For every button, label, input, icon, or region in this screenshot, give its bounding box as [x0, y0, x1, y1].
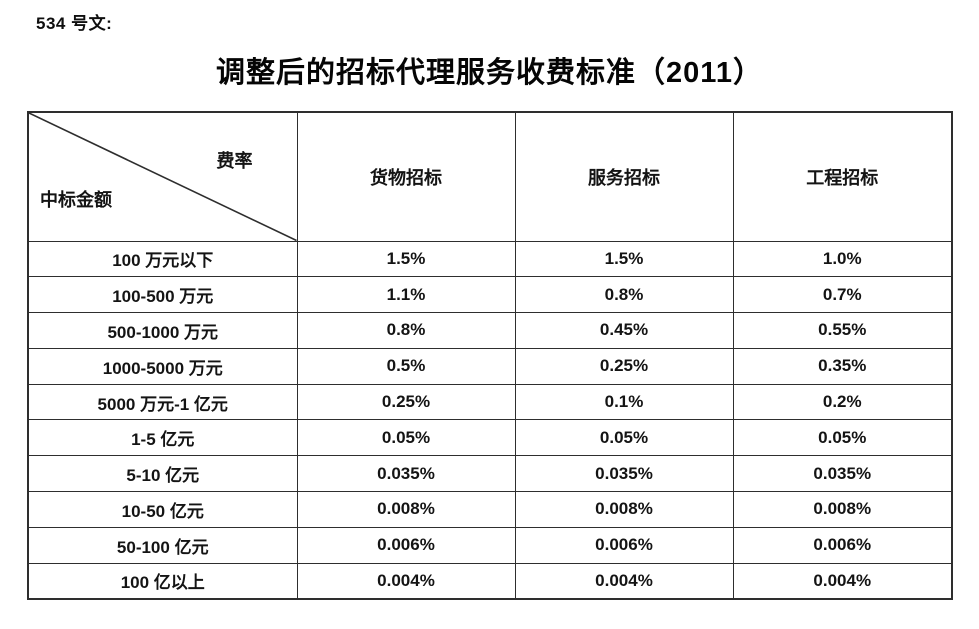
rate-value: 0.006% [514, 526, 734, 564]
rate-value: 0.5% [296, 347, 516, 385]
corner-label-amount: 中标金额 [40, 189, 112, 210]
table-row: 1-5 亿元 0.05% 0.05% 0.05% [27, 419, 953, 457]
rate-value: 0.008% [296, 491, 516, 528]
table-row: 5000 万元-1 亿元 0.25% 0.1% 0.2% [27, 383, 953, 421]
rate-value: 0.25% [296, 383, 516, 421]
rate-value: 0.05% [296, 419, 516, 457]
fee-table-body: 100 万元以下 1.5% 1.5% 1.0% 100-500 万元 1.1% … [27, 240, 953, 600]
table-row: 5-10 亿元 0.035% 0.035% 0.035% [27, 455, 953, 493]
table-row: 500-1000 万元 0.8% 0.45% 0.55% [27, 312, 953, 349]
row-label: 1-5 亿元 [27, 419, 298, 457]
row-label: 100 万元以下 [27, 240, 298, 278]
rate-value: 0.008% [732, 491, 953, 528]
column-header-service-bidding: 服务招标 [514, 111, 734, 242]
rate-value: 0.004% [514, 562, 734, 600]
corner-label-rate: 费率 [216, 151, 253, 171]
rate-value: 0.008% [514, 491, 734, 528]
table-row: 50-100 亿元 0.006% 0.006% 0.006% [27, 526, 953, 564]
rate-value: 0.8% [296, 312, 516, 349]
column-header-engineering-bidding: 工程招标 [732, 111, 953, 242]
rate-value: 0.05% [732, 419, 953, 457]
rate-value: 0.1% [514, 383, 734, 421]
page-title: 调整后的招标代理服务收费标准（2011） [216, 57, 763, 89]
fee-rate-table: 费率 中标金额 货物招标 服务招标 工程招标 100 万元以下 1.5% 1.5… [27, 111, 953, 600]
rate-value: 0.004% [296, 562, 516, 600]
row-label: 50-100 亿元 [27, 526, 298, 564]
column-header-goods-bidding: 货物招标 [296, 111, 516, 242]
rate-value: 0.25% [514, 347, 734, 385]
rate-value: 0.8% [514, 276, 734, 314]
rate-amount-corner-cell: 费率 中标金额 [27, 111, 298, 242]
row-label: 5000 万元-1 亿元 [27, 383, 298, 421]
table-row: 1000-5000 万元 0.5% 0.25% 0.35% [27, 347, 953, 385]
row-label: 10-50 亿元 [27, 491, 298, 528]
rate-value: 1.5% [296, 240, 516, 278]
rate-value: 1.5% [514, 240, 734, 278]
row-label: 5-10 亿元 [27, 455, 298, 493]
rate-value: 0.006% [732, 526, 953, 564]
rate-value: 0.035% [514, 455, 734, 493]
table-row: 100-500 万元 1.1% 0.8% 0.7% [27, 276, 953, 314]
rate-value: 1.1% [296, 276, 516, 314]
fee-table-header: 费率 中标金额 货物招标 服务招标 工程招标 [27, 111, 953, 242]
row-label: 1000-5000 万元 [27, 347, 298, 385]
rate-value: 0.035% [732, 455, 953, 493]
row-label: 100-500 万元 [27, 276, 298, 314]
rate-value: 0.004% [732, 562, 953, 600]
rate-value: 0.05% [514, 419, 734, 457]
rate-value: 0.45% [514, 312, 734, 349]
rate-value: 0.7% [732, 276, 953, 314]
header-row: 费率 中标金额 货物招标 服务招标 工程招标 [27, 111, 953, 242]
rate-value: 0.55% [732, 312, 953, 349]
doc-number-label: 534 号文: [36, 14, 113, 33]
rate-value: 0.2% [732, 383, 953, 421]
rate-value: 0.35% [732, 347, 953, 385]
row-label: 500-1000 万元 [27, 312, 298, 349]
rate-value: 1.0% [732, 240, 953, 278]
table-row: 100 万元以下 1.5% 1.5% 1.0% [27, 240, 953, 278]
rate-value: 0.006% [296, 526, 516, 564]
diagonal-divider [29, 113, 297, 241]
row-label: 100 亿以上 [27, 562, 298, 600]
table-row: 10-50 亿元 0.008% 0.008% 0.008% [27, 491, 953, 528]
rate-value: 0.035% [296, 455, 516, 493]
table-row: 100 亿以上 0.004% 0.004% 0.004% [27, 562, 953, 600]
